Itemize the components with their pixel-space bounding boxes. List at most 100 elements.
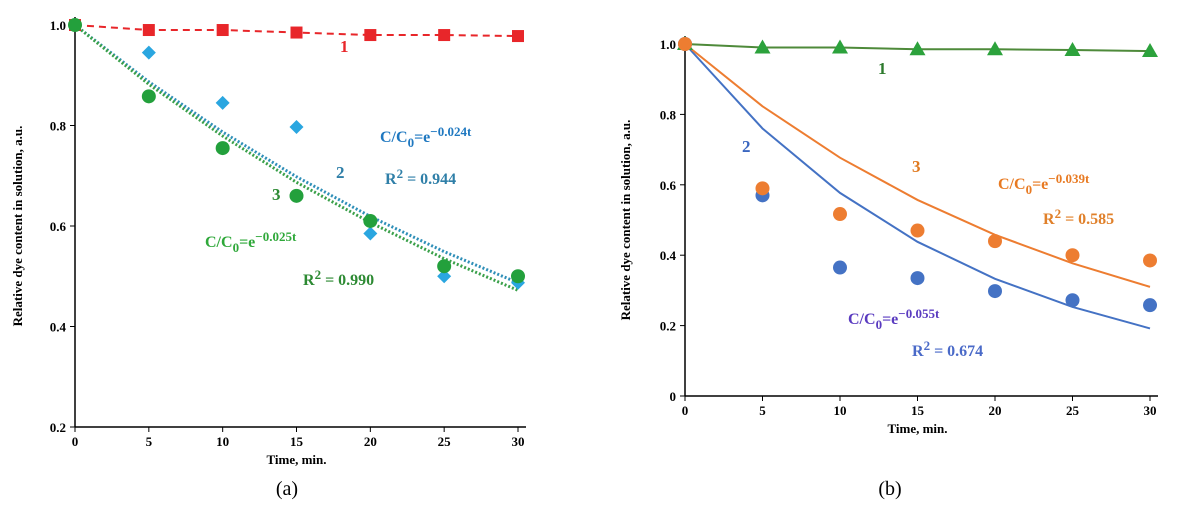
annotation-part: =e xyxy=(414,129,430,146)
marker xyxy=(909,41,926,56)
annotation-part: 2 xyxy=(1055,206,1062,221)
fit-curve xyxy=(74,23,519,285)
marker xyxy=(910,223,925,238)
x-tick-label: 25 xyxy=(1066,403,1080,418)
x-tick-label: 30 xyxy=(512,434,525,449)
annotation-part: =e xyxy=(1032,176,1048,193)
annotation-part: = 0.944 xyxy=(403,171,456,188)
marker xyxy=(289,188,304,203)
x-tick-label: 0 xyxy=(682,403,689,418)
marker xyxy=(68,18,82,32)
annotation-part: 2 xyxy=(924,338,931,353)
annotation: C/C0=e−0.024t xyxy=(380,124,472,150)
annotation-part: C/C xyxy=(848,311,876,328)
x-tick-label: 25 xyxy=(438,434,452,449)
annotation-part: −0.024t xyxy=(430,124,472,139)
annotation-part: = 0.674 xyxy=(930,343,983,360)
marker xyxy=(215,141,230,156)
marker xyxy=(755,181,770,196)
marker xyxy=(437,269,452,284)
y-tick-label: 0.2 xyxy=(660,319,676,334)
marker xyxy=(289,120,304,135)
marker xyxy=(1064,41,1081,56)
y-tick-label: 1.0 xyxy=(660,37,676,52)
marker xyxy=(512,30,524,43)
annotation-part: R xyxy=(303,272,315,289)
marker xyxy=(1142,43,1158,58)
annotation-part: 0 xyxy=(1026,182,1033,197)
marker xyxy=(438,29,451,42)
series-label: 1 xyxy=(340,37,349,56)
y-tick-label: 0.8 xyxy=(50,119,67,134)
series-label: 3 xyxy=(912,157,921,176)
y-tick-label: 0.4 xyxy=(660,248,677,263)
marker xyxy=(754,39,771,54)
fit-curve xyxy=(74,23,519,292)
annotation-part: 2 xyxy=(397,166,404,181)
annotation: R2 = 0.944 xyxy=(385,166,456,188)
marker xyxy=(833,207,847,222)
marker xyxy=(987,41,1003,56)
y-axis-label: Relative dye content in solution, a.u. xyxy=(618,120,633,321)
annotation-part: R xyxy=(912,343,924,360)
y-tick-label: 0.2 xyxy=(50,420,66,435)
annotation-part: 0 xyxy=(233,240,240,255)
y-tick-label: 0.6 xyxy=(660,178,677,193)
y-tick-label: 0 xyxy=(670,389,677,404)
annotation-part: C/C xyxy=(205,234,233,251)
marker xyxy=(511,269,525,284)
fit-curve xyxy=(684,43,1151,288)
series-label: 2 xyxy=(742,137,751,156)
annotation-part: −0.039t xyxy=(1048,171,1090,186)
marker xyxy=(988,234,1002,249)
annotation: R2 = 0.990 xyxy=(303,267,374,289)
marker xyxy=(1065,248,1080,263)
annotation-part: =e xyxy=(239,234,255,251)
marker xyxy=(363,226,378,241)
y-tick-label: 0.6 xyxy=(50,219,67,234)
x-axis-label: Time, min. xyxy=(887,421,947,436)
marker xyxy=(988,284,1002,299)
y-tick-label: 0.8 xyxy=(660,107,677,122)
annotation-part: C/C xyxy=(380,129,408,146)
annotation: R2 = 0.585 xyxy=(1043,206,1114,228)
series-label: 2 xyxy=(336,163,345,182)
y-tick-label: 0.4 xyxy=(50,320,67,335)
x-tick-label: 10 xyxy=(834,403,847,418)
annotation-part: −0.055t xyxy=(898,306,940,321)
x-axis-label: Time, min. xyxy=(266,452,326,467)
marker xyxy=(1065,293,1080,308)
marker xyxy=(290,26,303,39)
annotation-part: = 0.585 xyxy=(1061,211,1114,228)
series-label: 1 xyxy=(878,59,887,78)
annotation-part: 0 xyxy=(408,135,415,150)
x-tick-label: 30 xyxy=(1144,403,1157,418)
marker xyxy=(437,259,452,274)
marker xyxy=(141,45,156,60)
series-label: 3 xyxy=(272,185,281,204)
x-tick-label: 15 xyxy=(911,403,925,418)
x-tick-label: 5 xyxy=(146,434,153,449)
marker xyxy=(1143,253,1157,268)
x-tick-label: 15 xyxy=(290,434,304,449)
annotation-part: C/C xyxy=(998,176,1026,193)
annotation: C/C0=e−0.025t xyxy=(205,229,297,255)
annotation: C/C0=e−0.039t xyxy=(998,171,1090,197)
marker xyxy=(832,39,848,54)
annotation-part: =e xyxy=(882,311,898,328)
fit-curve xyxy=(684,43,1151,330)
marker xyxy=(141,89,156,104)
annotation-part: R xyxy=(385,171,397,188)
annotation-part: = 0.990 xyxy=(321,272,374,289)
annotation-part: 2 xyxy=(315,267,322,282)
x-tick-label: 20 xyxy=(364,434,377,449)
marker xyxy=(910,271,925,286)
marker xyxy=(215,95,230,110)
y-tick-label: 1.0 xyxy=(50,18,66,33)
annotation-part: −0.025t xyxy=(255,229,297,244)
x-tick-label: 20 xyxy=(989,403,1002,418)
x-tick-label: 0 xyxy=(72,434,79,449)
